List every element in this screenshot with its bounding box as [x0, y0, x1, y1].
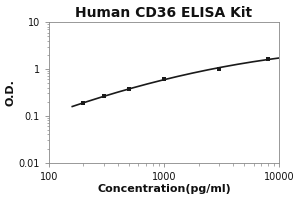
Y-axis label: O.D.: O.D. — [6, 79, 16, 106]
X-axis label: Concentration(pg/ml): Concentration(pg/ml) — [97, 184, 231, 194]
Title: Human CD36 ELISA Kit: Human CD36 ELISA Kit — [75, 6, 253, 20]
